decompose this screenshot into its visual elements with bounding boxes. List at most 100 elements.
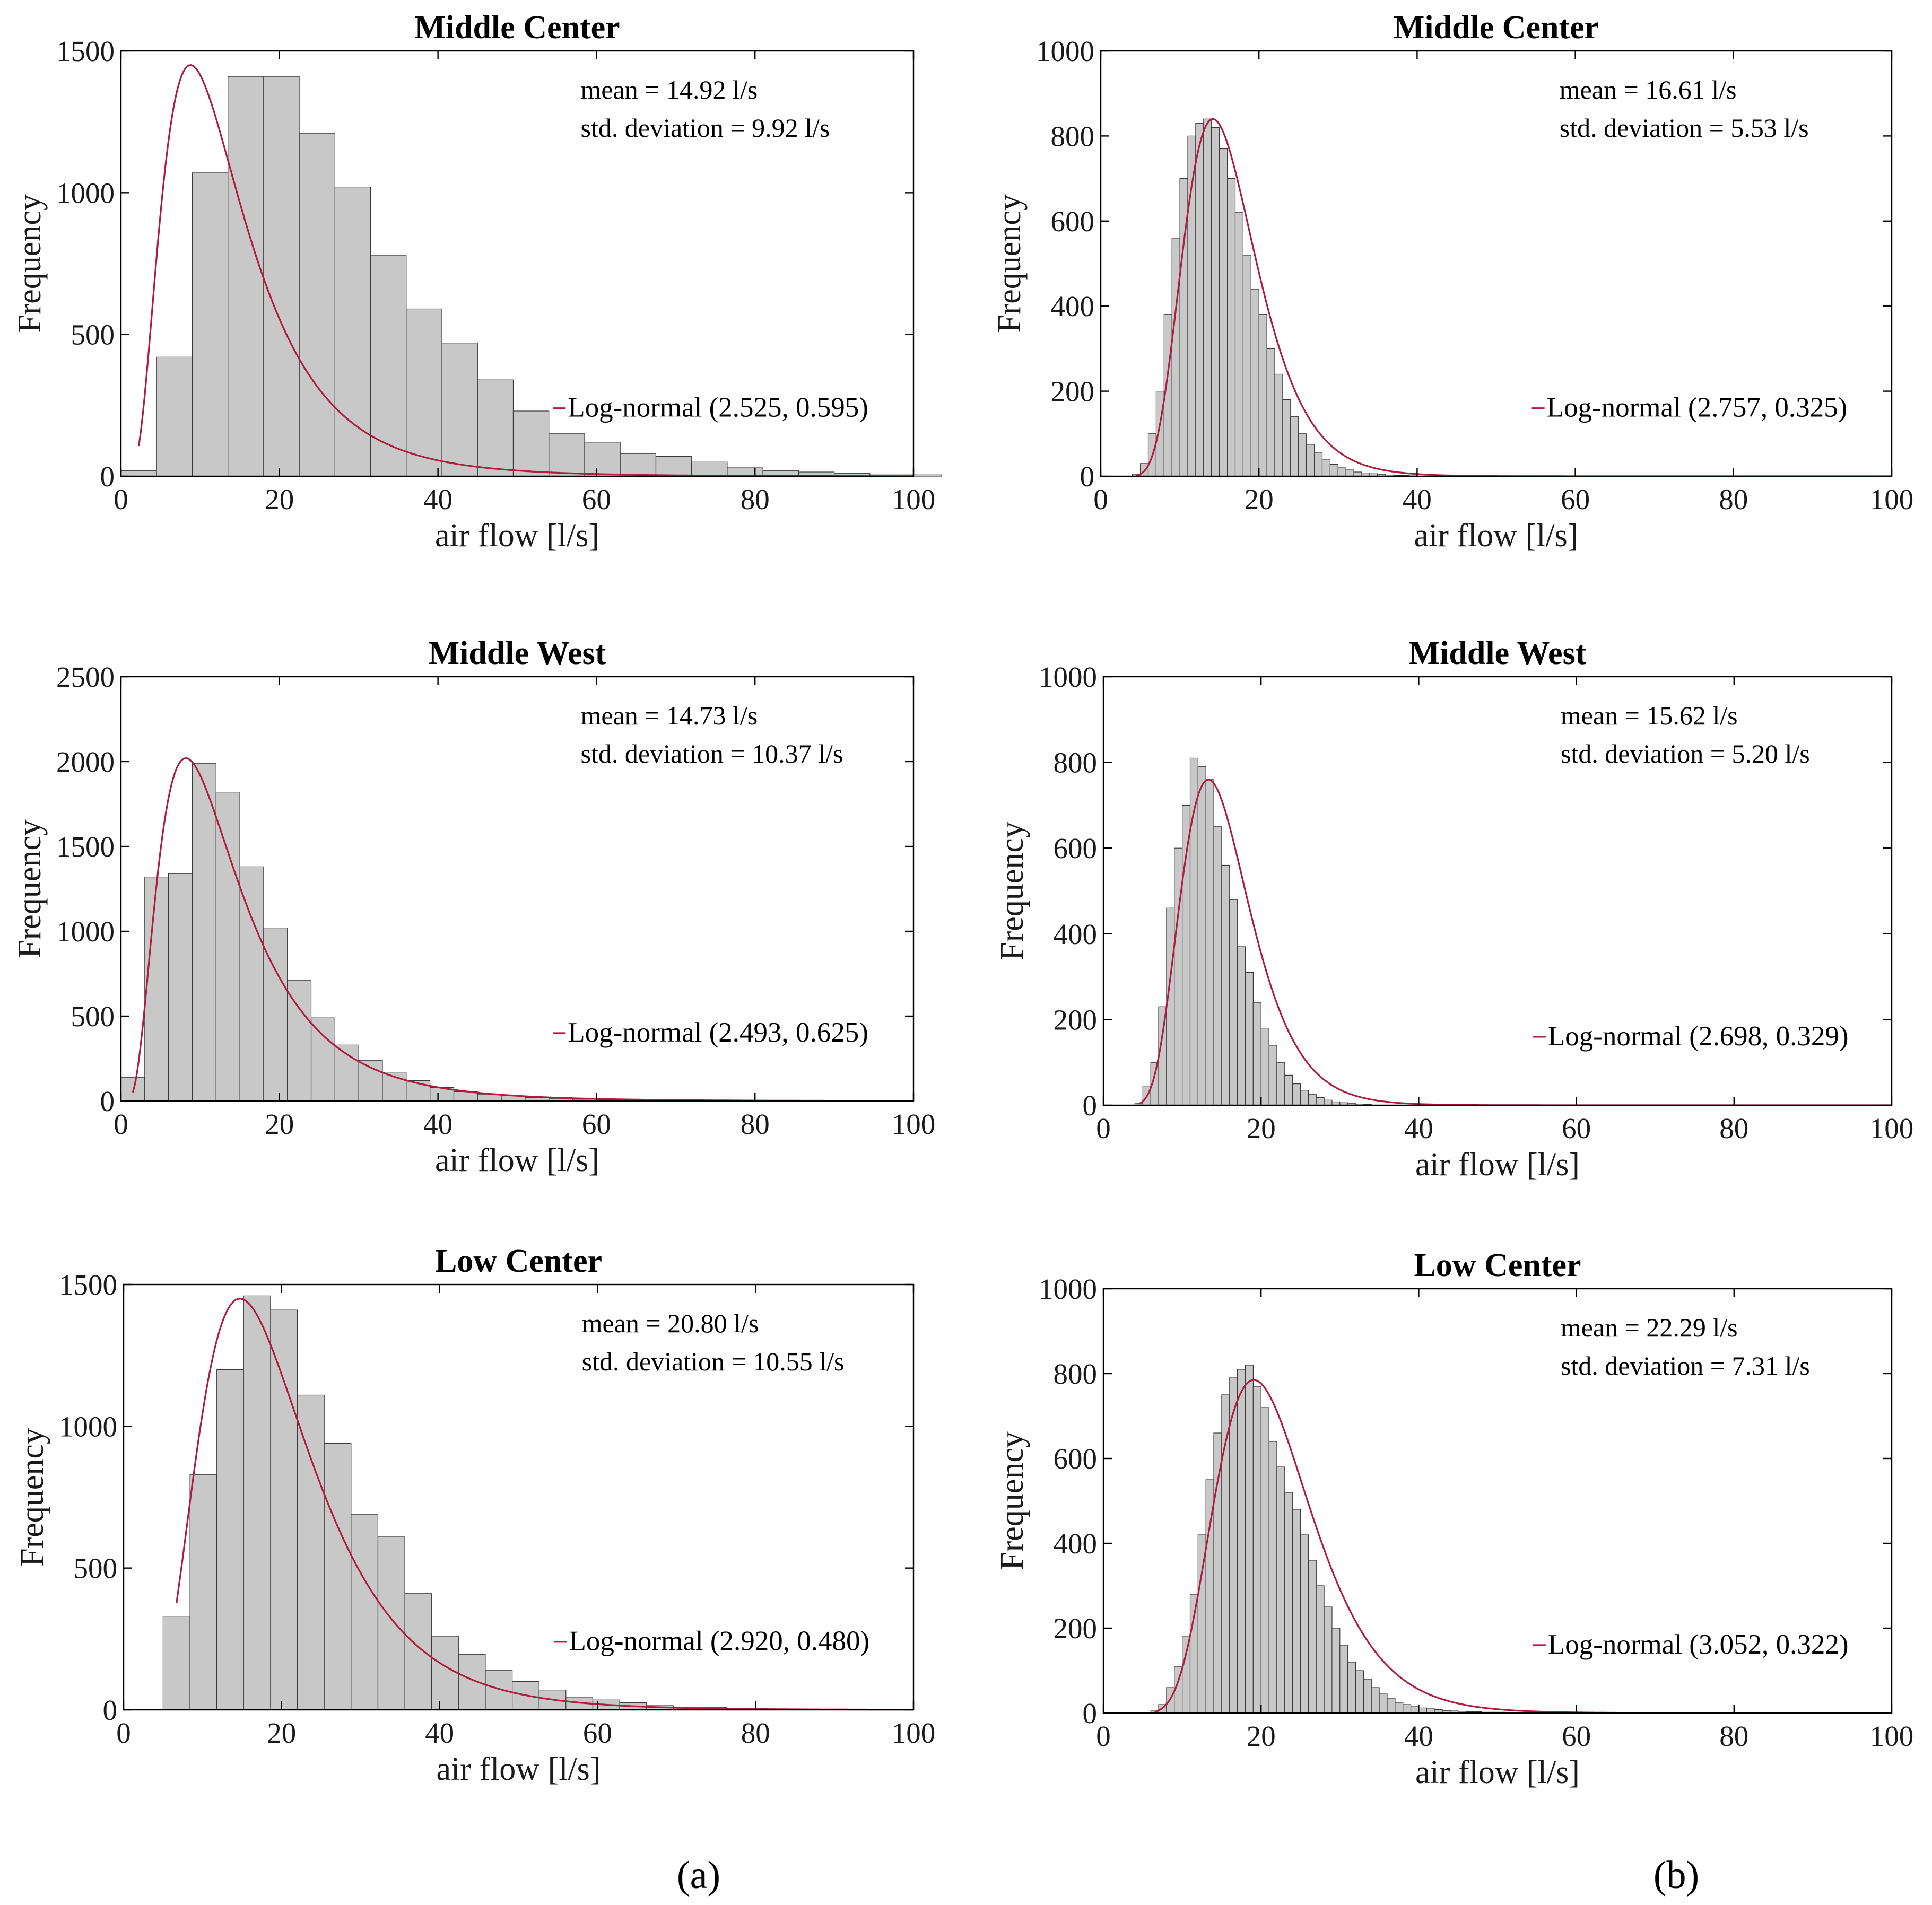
x-tick-label: 40 — [423, 1108, 452, 1140]
y-tick-label: 400 — [1054, 918, 1098, 950]
histogram-bar — [1260, 1407, 1269, 1714]
x-tick-label: 100 — [892, 483, 936, 515]
histogram-bar — [370, 255, 407, 477]
histogram-bar — [1410, 1706, 1419, 1714]
histogram-bar — [1379, 1693, 1388, 1714]
histogram-bar — [263, 927, 288, 1102]
histogram-bar — [485, 1670, 513, 1710]
caption-b: (b) — [1653, 1854, 1699, 1897]
x-tick-label: 100 — [892, 1108, 936, 1140]
y-tick-label: 0 — [100, 460, 115, 493]
stats-annotation: std. deviation = 5.20 l/s — [1561, 739, 1810, 768]
histogram-bar — [1403, 1704, 1412, 1714]
x-axis-label: air flow [l/s] — [1415, 1147, 1580, 1183]
histogram-bar — [458, 1654, 486, 1710]
y-axis-label: Frequency — [994, 822, 1030, 960]
y-tick-label: 1000 — [1036, 35, 1094, 67]
caption-a: (a) — [677, 1854, 720, 1897]
x-tick-label: 60 — [1562, 1112, 1591, 1144]
histogram-bar — [1300, 1534, 1309, 1714]
histogram-bar — [1308, 1094, 1317, 1106]
histogram-bar — [1337, 467, 1346, 477]
histogram-bar — [691, 461, 728, 477]
histogram-bar — [1237, 946, 1246, 1106]
histogram-bar — [1252, 1002, 1261, 1106]
y-tick-label: 200 — [1054, 1612, 1098, 1645]
y-tick-label: 0 — [103, 1694, 118, 1726]
y-tick-label: 1500 — [56, 35, 115, 67]
histogram-bar — [1324, 1606, 1333, 1714]
histogram-bar — [1363, 1679, 1372, 1714]
histogram-bar — [1324, 1099, 1333, 1106]
x-tick-label: 20 — [267, 1717, 296, 1749]
histogram-bar — [1245, 972, 1254, 1106]
histogram-bar — [189, 1474, 217, 1710]
legend-entry: Log-normal (2.920, 0.480) — [569, 1626, 870, 1657]
y-tick-label: 400 — [1051, 290, 1095, 322]
x-tick-label: 80 — [1719, 483, 1748, 515]
y-tick-label: 500 — [71, 1000, 115, 1033]
histogram-bar — [1339, 1645, 1348, 1714]
histogram-bar — [1316, 1585, 1325, 1714]
histogram-bar — [1284, 1074, 1293, 1106]
x-tick-label: 80 — [741, 1108, 770, 1140]
legend-entry: Log-normal (2.757, 0.325) — [1547, 392, 1848, 423]
stats-annotation: mean = 16.61 l/s — [1560, 75, 1737, 104]
histogram-bar — [1345, 469, 1354, 477]
stats-annotation: mean = 15.62 l/s — [1561, 701, 1738, 730]
histogram-bar — [270, 1309, 298, 1710]
y-tick-label: 200 — [1054, 1003, 1098, 1036]
plot-frame — [1102, 1288, 1893, 1714]
y-tick-label: 1500 — [56, 831, 115, 863]
y-tick-label: 800 — [1054, 747, 1098, 779]
x-tick-label: 40 — [1403, 483, 1432, 515]
histogram-bar — [243, 1295, 271, 1710]
x-tick-label: 80 — [1719, 1112, 1748, 1144]
stats-annotation: mean = 14.73 l/s — [581, 701, 758, 730]
plot-frame — [1102, 676, 1893, 1106]
histogram-bar — [144, 876, 169, 1102]
histogram-bar — [1227, 178, 1236, 477]
histogram-bar — [299, 133, 336, 477]
x-tick-label: 60 — [582, 483, 611, 515]
x-tick-label: 100 — [1870, 1112, 1914, 1144]
histogram-bar — [1371, 1687, 1380, 1714]
histogram-bar — [1290, 416, 1299, 477]
y-axis-label: Frequency — [12, 819, 48, 958]
x-tick-label: 0 — [1096, 1720, 1111, 1752]
histogram-bar — [1260, 1027, 1269, 1106]
histogram-bar — [1268, 1045, 1277, 1106]
histogram-bar — [1284, 1492, 1293, 1714]
x-tick-label: 0 — [114, 1108, 128, 1140]
y-tick-label: 2000 — [56, 746, 115, 778]
legend-entry: Log-normal (2.525, 0.595) — [568, 392, 868, 423]
legend-entry: Log-normal (2.493, 0.625) — [568, 1017, 868, 1048]
histogram-bar — [1387, 1698, 1396, 1714]
histogram-bar — [1292, 1083, 1301, 1106]
y-axis-label: Frequency — [14, 1428, 50, 1567]
histogram-bar — [297, 1394, 325, 1710]
histogram-bar — [1219, 148, 1228, 477]
histogram-bar — [406, 308, 442, 477]
histogram-bar — [1300, 1090, 1309, 1106]
y-tick-label: 0 — [1083, 1089, 1098, 1122]
histogram-bar — [1308, 1560, 1317, 1714]
x-tick-label: 20 — [265, 1108, 294, 1140]
histogram-bar — [1203, 118, 1212, 477]
histogram-bar — [1355, 1670, 1364, 1714]
stats-annotation: std. deviation = 10.55 l/s — [582, 1347, 845, 1376]
x-tick-label: 40 — [423, 483, 452, 515]
histogram-bar — [310, 1017, 335, 1102]
histogram-bar — [324, 1443, 352, 1710]
histogram-bar — [549, 433, 585, 477]
histogram-bar — [334, 187, 371, 477]
histogram-bar — [1276, 1466, 1285, 1714]
chart-title: Low Center — [1414, 1247, 1581, 1283]
histogram-bar — [1298, 433, 1307, 477]
x-tick-label: 80 — [1719, 1720, 1748, 1752]
histogram-bar — [441, 343, 478, 477]
histogram-bar — [351, 1514, 378, 1710]
x-axis-label: air flow [l/s] — [435, 518, 599, 554]
